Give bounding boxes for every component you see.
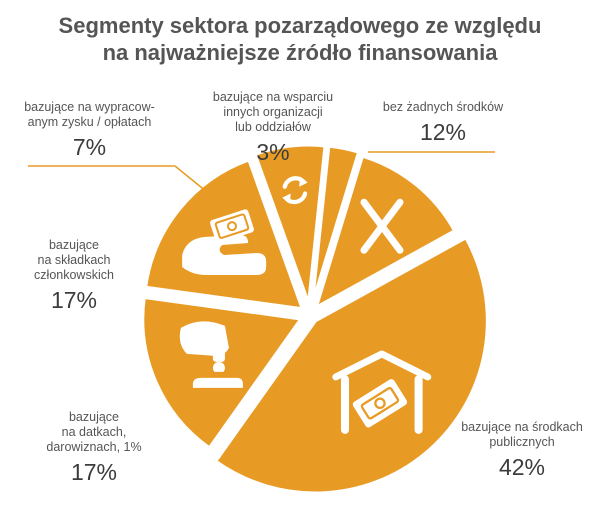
slice-label-text: darowiznach, 1% xyxy=(46,440,142,454)
slice-label-text: bazujące na środkach xyxy=(461,420,583,434)
slice-value-label: 42% xyxy=(498,454,546,480)
slice-label-text: bez żadnych środków xyxy=(382,100,504,114)
slice-value-label: 12% xyxy=(419,119,467,145)
slice-value-label: 3% xyxy=(256,139,290,165)
slice-label-text: bazujące xyxy=(68,410,120,424)
slice-label: bazujące na datkach, darowiznach, 1% 17% xyxy=(30,410,158,486)
slice-label: bez żadnych środków 12% xyxy=(378,100,508,146)
leader-line xyxy=(174,165,208,193)
title-line-2: na najważniejsze źródło finansowania xyxy=(102,40,498,65)
slice-label-text: na datkach, xyxy=(61,425,127,439)
slice-label-text: bazujące na wypracow- xyxy=(24,100,155,114)
slice-label-text: członkowskich xyxy=(34,268,114,282)
slice-label: bazujące na wypracow-anym zysku / opłata… xyxy=(2,100,177,161)
pie-slice xyxy=(253,143,327,304)
chart-title: Segmenty sektora pozarządowego ze względ… xyxy=(0,12,600,66)
slice-label-text: bazujące xyxy=(48,238,100,252)
hand-money-icon xyxy=(182,209,267,275)
slice-label-text: na składkach xyxy=(37,253,111,267)
slice-value-label: 17% xyxy=(70,459,118,485)
money-house-icon xyxy=(332,350,432,434)
slice-label: bazujące na środkach publicznych 42% xyxy=(452,420,592,481)
slice-label: bazujące na składkach członkowskich 17% xyxy=(14,238,134,314)
slice-label-text: anym zysku / opłatach xyxy=(27,115,152,129)
title-line-1: Segmenty sektora pozarządowego ze względ… xyxy=(58,13,542,38)
slice-label-text: lub oddziałów xyxy=(235,120,311,134)
slice-label: bazujące na wsparciu innych organizacji lu… xyxy=(198,90,348,166)
slice-label-text: innych organizacji xyxy=(223,105,323,119)
slice-value-label: 7% xyxy=(72,134,107,160)
slice-label-text: bazujące na wsparciu xyxy=(212,90,334,104)
coin-donation-icon xyxy=(179,321,243,388)
x-mark-icon xyxy=(360,198,404,254)
slice-value-label: 17% xyxy=(50,287,98,313)
recycle-icon xyxy=(282,176,308,205)
slice-label-text: publicznych xyxy=(489,435,555,449)
pie-slice xyxy=(310,144,361,304)
